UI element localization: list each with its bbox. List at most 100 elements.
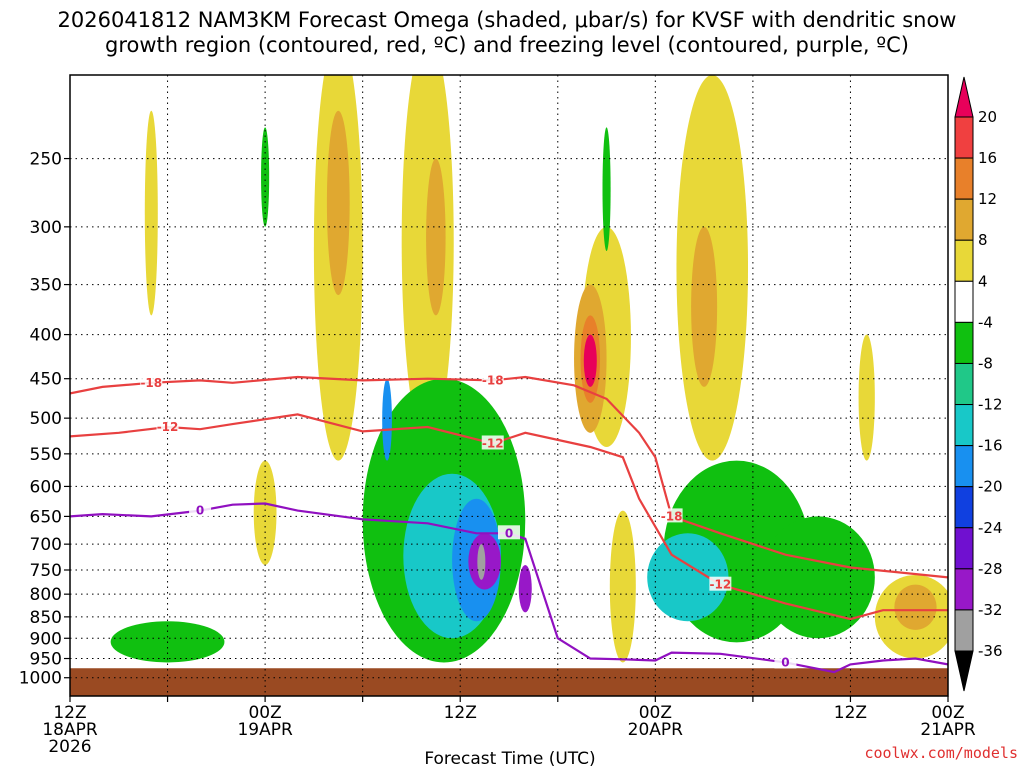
- y-tick-label: 900: [30, 629, 62, 649]
- colorbar-swatch: [954, 609, 974, 652]
- y-tick-label: 350: [30, 276, 62, 296]
- grid-lines: [69, 75, 949, 696]
- y-tick-label: 850: [30, 608, 62, 628]
- colorbar-swatch: [954, 568, 974, 611]
- y-tick-label: 700: [30, 535, 62, 555]
- colorbar-label: -24: [978, 519, 1003, 537]
- colorbar-bottom-arrow: [954, 650, 974, 692]
- dgz-contour-1-label-bg: [709, 576, 732, 591]
- dgz-contour-0-label-bg: [660, 508, 683, 523]
- dgz-contour-0-label-bg: [481, 372, 504, 387]
- omega-region-2: [326, 110, 350, 296]
- freezing-level-contour-label-bg: [498, 525, 520, 540]
- x-tick-label: 2026: [48, 737, 91, 757]
- dgz-contour-1-label: -12: [157, 420, 179, 434]
- colorbar-label: 20: [978, 108, 997, 126]
- ground-surface: [70, 668, 948, 696]
- y-tick-label: 950: [30, 650, 62, 670]
- y-tick-label: 500: [30, 409, 62, 429]
- dgz-contour-1-label: -12: [710, 578, 732, 592]
- omega-region-26: [382, 378, 392, 461]
- colorbar-swatch: [954, 362, 974, 406]
- colorbar-label: 16: [978, 149, 997, 167]
- watermark: coolwx.com/models: [864, 744, 1018, 762]
- omega-region-24: [647, 533, 729, 622]
- dgz-contour-1-label-bg: [481, 435, 504, 450]
- dgz-contour-0-label: -18: [482, 373, 504, 387]
- freezing-level-contour-label-bg: [189, 502, 212, 517]
- colorbar-swatch: [954, 404, 974, 447]
- colorbar-swatch: [954, 321, 974, 364]
- chart-title-line2: growth region (contoured, red, ºC) and f…: [105, 33, 909, 57]
- freezing-level-contour-label: 0: [505, 526, 513, 540]
- dgz-contour-0-line: [70, 375, 948, 579]
- colorbar-swatch: [954, 198, 974, 241]
- colorbar: 20 16 12 8 4 -4 -8 -12 -16 -20 -24 -28 -32 -36: [954, 76, 1003, 692]
- dgz-contour-1-line: [70, 413, 948, 621]
- x-axis-label: Forecast Time (UTC): [424, 749, 595, 768]
- colorbar-swatch: [954, 527, 974, 570]
- freezing-level-contour-label: 0: [781, 655, 789, 669]
- y-tick-label: 800: [30, 585, 62, 605]
- y-tick-label: 650: [30, 507, 62, 527]
- colorbar-label: -20: [978, 478, 1003, 496]
- omega-shading: [110, 75, 948, 663]
- omega-region-17: [261, 127, 270, 227]
- x-tick-label: 00Z: [931, 703, 964, 723]
- omega-region-16: [609, 510, 636, 663]
- colorbar-label: -8: [978, 354, 993, 372]
- dgz-contour-1-label-bg: [156, 419, 179, 434]
- y-tick-label: 250: [30, 150, 62, 170]
- omega-region-22: [761, 516, 875, 639]
- dgz-contour-1-label: -12: [482, 436, 504, 450]
- y-tick-label: 750: [30, 561, 62, 581]
- x-tick-label: 00Z: [248, 703, 281, 723]
- x-tick-label: 20APR: [628, 720, 684, 740]
- omega-region-0: [144, 110, 158, 316]
- x-tick-label: 12Z: [444, 703, 477, 723]
- colorbar-swatch: [954, 486, 974, 529]
- plot-frame: [69, 74, 949, 697]
- colorbar-label: -28: [978, 560, 1003, 578]
- x-tick-label: 19APR: [237, 720, 293, 740]
- omega-region-18: [602, 127, 611, 252]
- x-tick-label: 00Z: [639, 703, 672, 723]
- freezing-level-contour-label: 0: [196, 504, 204, 518]
- dgz-contour-0-label: -18: [661, 509, 683, 523]
- colorbar-label: 12: [978, 190, 997, 208]
- omega-region-29: [477, 544, 486, 580]
- y-tick-label: 600: [30, 477, 62, 497]
- omega-region-11: [858, 334, 875, 461]
- colorbar-label: 8: [978, 231, 988, 249]
- colorbar-label: -16: [978, 437, 1003, 455]
- colorbar-label: 4: [978, 272, 988, 290]
- colorbar-swatch: [954, 280, 974, 323]
- dgz-contour-0-label: -18: [140, 376, 162, 390]
- y-tick-label: 400: [30, 326, 62, 346]
- freezing-level-contour-line: [70, 502, 948, 674]
- y-tick-label: 300: [30, 218, 62, 238]
- colorbar-top-arrow: [954, 76, 974, 118]
- colorbar-label: -4: [978, 313, 993, 331]
- colorbar-swatch: [954, 239, 974, 282]
- y-axis: 2503003504004505005506006507007508008509…: [19, 150, 70, 689]
- dgz-contour-0-label-bg: [140, 374, 163, 389]
- x-tick-label: 12Z: [53, 703, 86, 723]
- omega-region-4: [426, 158, 446, 316]
- omega-region-13: [894, 584, 937, 630]
- omega-region-14: [253, 460, 277, 565]
- colorbar-label: -12: [978, 396, 1003, 414]
- x-tick-label: 21APR: [920, 720, 976, 740]
- omega-region-8: [583, 334, 597, 387]
- colorbar-swatch: [954, 116, 974, 159]
- colorbar-swatch: [954, 445, 974, 488]
- x-tick-label: 12Z: [834, 703, 867, 723]
- colorbar-label: -36: [978, 642, 1003, 660]
- chart-title-line1: 2026041812 NAM3KM Forecast Omega (shaded…: [58, 8, 957, 32]
- y-tick-label: 450: [30, 370, 62, 390]
- freezing-level-contour-label-bg: [774, 654, 797, 669]
- y-tick-label: 550: [30, 445, 62, 465]
- omega-region-28: [518, 564, 532, 613]
